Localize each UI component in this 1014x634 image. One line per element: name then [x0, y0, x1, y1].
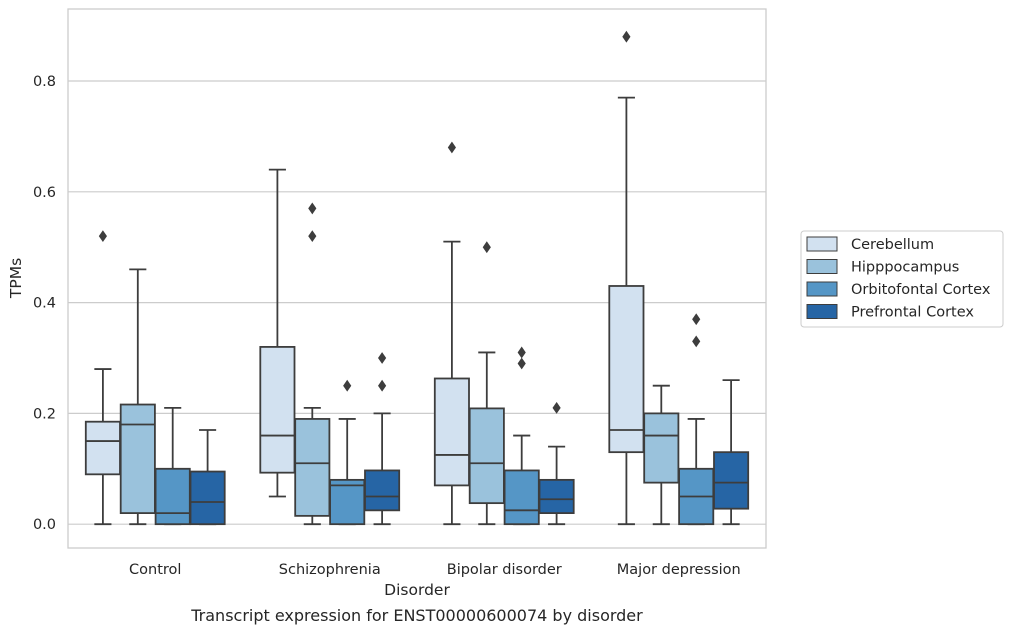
box-hipppocampus — [119, 268, 156, 526]
box-iqr — [119, 403, 156, 515]
x-tick-label: Control — [129, 562, 181, 578]
box-prefrontal-cortex — [538, 401, 575, 526]
box-cerebellum — [84, 230, 121, 526]
y-tick-label: 0.4 — [33, 296, 56, 312]
box-hipppocampus — [294, 202, 331, 526]
box-iqr — [364, 469, 401, 512]
box-prefrontal-cortex — [364, 352, 401, 526]
box-iqr — [189, 470, 226, 526]
outlier-point — [378, 379, 387, 392]
y-tick-labels: 0.0 0.2 0.4 0.6 0.8 — [33, 74, 56, 533]
box-cerebellum — [259, 168, 296, 498]
legend-frame — [800, 230, 1004, 328]
x-axis-title: Disorder — [384, 581, 450, 599]
x-tick-labels: Control Schizophrenia Bipolar disorder Majo… — [129, 562, 741, 578]
outlier-point — [482, 241, 491, 254]
y-tick-label: 0.0 — [33, 517, 56, 533]
box-orbitofontal-cortex — [678, 313, 715, 526]
outlier-point — [98, 230, 107, 243]
outlier-point — [552, 401, 561, 414]
outlier-point — [343, 379, 352, 392]
y-tick-label: 0.2 — [33, 406, 56, 422]
box-orbitofontal-cortex — [154, 406, 191, 526]
legend-swatch — [806, 236, 838, 252]
x-tick-label: Bipolar disorder — [447, 562, 562, 578]
box-iqr — [329, 478, 366, 526]
box-cerebellum — [433, 141, 470, 526]
box-iqr — [294, 418, 331, 517]
box-hipppocampus — [468, 241, 505, 526]
outlier-point — [308, 230, 317, 243]
plot-frame — [67, 8, 767, 549]
outlier-point — [692, 313, 701, 326]
legend: Cerebellum Hipppocampus Orbitofontal Corte… — [800, 230, 1004, 328]
outlier-point — [447, 141, 456, 154]
y-axis-title: TPMs — [7, 258, 25, 299]
box-iqr — [608, 285, 645, 454]
legend-label: Hipppocampus — [851, 260, 959, 276]
outlier-point — [517, 357, 526, 370]
outlier-point — [517, 346, 526, 359]
legend-swatch — [806, 281, 838, 297]
box-iqr — [84, 420, 121, 476]
outlier-point — [308, 202, 317, 215]
y-tick-label: 0.8 — [33, 74, 56, 90]
box-hipppocampus — [643, 384, 680, 526]
legend-label: Prefrontal Cortex — [851, 305, 974, 321]
outlier-point — [622, 30, 631, 43]
x-tick-label: Schizophrenia — [279, 562, 381, 578]
box-iqr — [468, 407, 505, 505]
figure-caption: Transcript expression for ENST0000060007… — [191, 606, 643, 625]
box-iqr — [154, 467, 191, 526]
legend-swatch — [806, 259, 838, 274]
legend-label: Orbitofontal Cortex — [851, 282, 991, 298]
box-prefrontal-cortex — [189, 429, 226, 526]
outlier-point — [378, 352, 387, 364]
box-iqr — [643, 412, 680, 484]
boxes — [84, 30, 750, 526]
box-orbitofontal-cortex — [503, 346, 540, 526]
box-iqr — [259, 346, 296, 474]
box-iqr — [503, 469, 540, 526]
box-orbitofontal-cortex — [329, 379, 366, 526]
legend-label: Cerebellum — [851, 237, 934, 253]
box-iqr — [538, 478, 575, 515]
outlier-point — [692, 335, 701, 348]
box-iqr — [713, 451, 750, 510]
x-tick-label: Major depression — [617, 562, 741, 578]
box-cerebellum — [608, 30, 645, 526]
y-tick-label: 0.6 — [33, 185, 56, 201]
legend-swatch — [806, 304, 838, 319]
box-prefrontal-cortex — [713, 379, 750, 526]
box-plot-chart: 0.0 0.2 0.4 0.6 0.8 Control Schizophrenia Bipo… — [7, 8, 1004, 599]
box-iqr — [433, 377, 470, 487]
